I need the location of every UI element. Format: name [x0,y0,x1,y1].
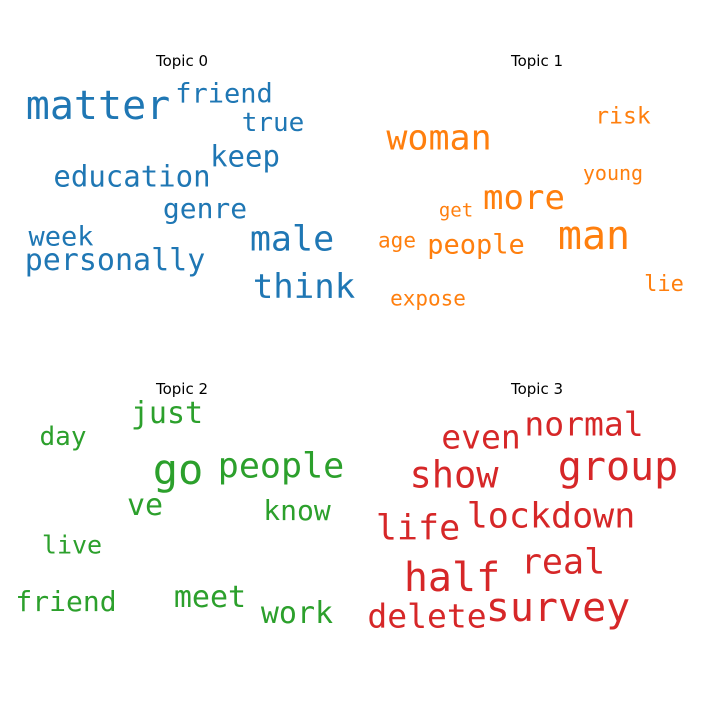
panel-title: Topic 0 [155,52,209,70]
cloud-word: risk [595,103,651,130]
cloud-word: personally [24,243,206,278]
cloud-word: people [427,229,525,261]
cloud-word: week [28,221,94,253]
cloud-word: meet [173,580,247,615]
panel-title: Topic 1 [510,52,564,70]
cloud-word: true [241,108,305,138]
cloud-word: live [41,530,103,560]
wordcloud-panel: Topic 1 woman risk young more get man age people… [355,0,715,360]
cloud-word: lie [644,272,684,297]
cloud-word: go [152,445,204,494]
cloud-word: people [217,446,345,487]
cloud-word: get [438,199,474,222]
cloud-word: delete [367,596,487,636]
cloud-word: male [249,219,335,260]
cloud-word: woman [386,118,492,159]
cloud-word: man [557,213,631,259]
cloud-word: think [252,267,356,307]
cloud-word: lockdown [466,496,636,537]
cloud-word: survey [485,585,631,631]
cloud-word: young [582,161,644,185]
wordcloud-panel: Topic 2 just day go people ve know live friend me… [0,328,360,688]
cloud-word: even [441,417,521,457]
cloud-word: education [53,159,211,194]
cloud-word: know [263,494,331,527]
wordcloud-panel: Topic 3 normal even show group lockdown life ha… [355,328,715,688]
cloud-word: age [378,228,416,253]
cloud-word: life [375,508,461,549]
cloud-word: show [409,453,499,497]
wordcloud-panel: Topic 0 matter friend true keep education genr… [0,0,360,360]
panel-title: Topic 2 [155,380,209,398]
cloud-word: ve [126,488,164,523]
cloud-word: work [260,596,334,631]
panel-title: Topic 3 [510,380,564,398]
cloud-word: genre [162,192,248,225]
cloud-word: normal [524,404,644,444]
cloud-word: just [130,396,204,431]
cloud-word: more [483,178,565,218]
cloud-word: real [520,542,606,583]
cloud-word: matter [25,83,171,129]
cloud-word: friend [15,585,117,618]
cloud-word: group [557,444,679,490]
cloud-word: friend [175,78,273,110]
cloud-word: half [403,555,501,601]
cloud-word: keep [210,139,280,174]
cloud-word: day [39,422,87,452]
cloud-word: expose [390,286,466,311]
